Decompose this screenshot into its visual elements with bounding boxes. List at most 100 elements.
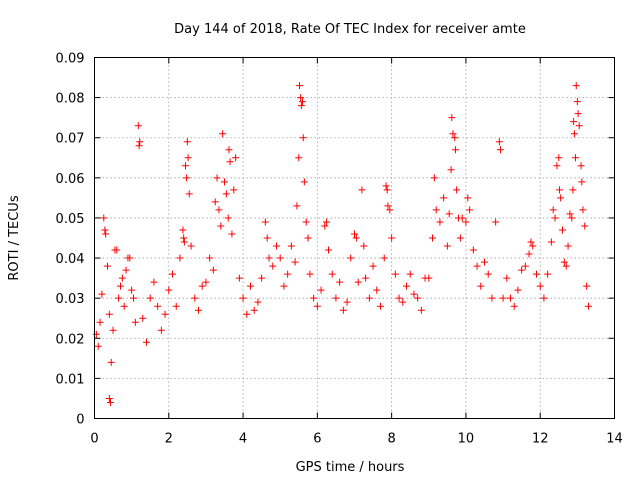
data-point [122, 266, 130, 274]
data-point [265, 254, 273, 262]
data-point [386, 206, 394, 214]
data-point [198, 282, 206, 290]
data-point [287, 242, 295, 250]
data-point [150, 278, 158, 286]
data-point [574, 110, 582, 118]
data-point [391, 270, 399, 278]
data-point [304, 234, 312, 242]
data-point [323, 218, 331, 226]
data-point [226, 158, 234, 166]
y-tick-label: 0.04 [56, 252, 85, 267]
data-point [585, 302, 592, 310]
data-point [410, 290, 418, 298]
data-point [297, 94, 305, 102]
data-point [555, 154, 563, 162]
y-tick-label: 0.03 [56, 292, 85, 307]
data-point [451, 134, 459, 142]
data-point [436, 218, 444, 226]
data-point [115, 294, 123, 302]
data-point [105, 310, 113, 318]
data-point [529, 242, 537, 250]
data-point [299, 134, 307, 142]
data-point [131, 318, 139, 326]
data-point [239, 294, 247, 302]
data-point [503, 274, 511, 282]
data-point [104, 262, 111, 270]
data-point [572, 82, 580, 90]
data-point [499, 294, 507, 302]
data-point [399, 298, 407, 306]
data-point [488, 294, 496, 302]
data-point [291, 258, 299, 266]
data-point [452, 146, 460, 154]
data-point [105, 394, 113, 402]
data-point [128, 286, 136, 294]
data-point [540, 294, 548, 302]
plot-frame [94, 57, 615, 419]
y-tick-labels: 0 0.01 0.02 0.03 0.04 0.05 0.06 0.07 0.08 0.09 [56, 52, 85, 428]
y-tick-label: 0.05 [56, 212, 85, 227]
data-point [570, 118, 578, 126]
data-point [195, 306, 202, 314]
data-point [296, 82, 304, 90]
data-point [202, 278, 210, 286]
data-point [384, 202, 392, 210]
data-point [577, 162, 585, 170]
y-tick-label: 0.06 [56, 172, 85, 187]
data-point [562, 262, 570, 270]
data-point [317, 286, 325, 294]
data-point [578, 178, 586, 186]
data-point [339, 306, 347, 314]
data-point [102, 230, 110, 238]
data-point [250, 306, 258, 314]
y-tick-label: 0.08 [56, 92, 85, 107]
data-point [347, 254, 355, 262]
data-point [310, 294, 318, 302]
data-point [94, 342, 102, 350]
data-point [225, 146, 233, 154]
data-point [430, 174, 438, 182]
data-point [172, 302, 180, 310]
data-point [328, 270, 336, 278]
data-point [343, 298, 351, 306]
x-tick-labels: 0 2 4 6 8 10 12 14 [90, 432, 622, 447]
data-point [549, 206, 557, 214]
data-point [456, 234, 464, 242]
data-point [228, 230, 236, 238]
data-point [564, 242, 572, 250]
data-point [382, 182, 390, 190]
data-point [230, 186, 238, 194]
data-point [351, 230, 358, 238]
data-point [269, 262, 277, 270]
data-point [206, 254, 214, 262]
data-point [135, 142, 143, 150]
data-point [547, 238, 555, 246]
x-tick-label: 10 [458, 432, 475, 447]
data-point [559, 226, 566, 234]
data-point [440, 194, 448, 202]
y-tick-label: 0 [76, 413, 84, 428]
data-point [380, 254, 388, 262]
data-point [325, 246, 332, 254]
data-point [521, 262, 529, 270]
data-point [118, 274, 126, 282]
data-point [92, 330, 100, 338]
x-tick-label: 14 [606, 432, 623, 447]
data-point [510, 302, 518, 310]
data-point [98, 290, 106, 298]
data-point [313, 302, 321, 310]
data-point [235, 274, 243, 282]
data-point [293, 202, 301, 210]
data-point [572, 154, 579, 162]
data-point [117, 282, 124, 290]
data-point [295, 154, 303, 162]
data-point [514, 286, 522, 294]
data-point [146, 294, 154, 302]
x-tick-label: 8 [388, 432, 396, 447]
data-point [113, 246, 121, 254]
data-point [360, 242, 368, 250]
data-point [518, 266, 526, 274]
data-point [429, 234, 436, 242]
data-point [551, 214, 559, 222]
data-point [464, 194, 472, 202]
